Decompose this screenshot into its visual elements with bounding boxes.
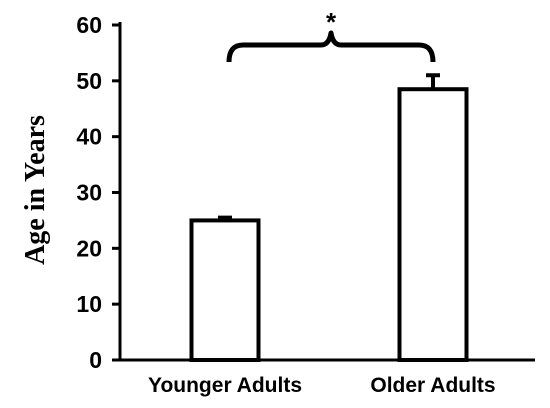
error-bars — [218, 73, 440, 221]
significance-star: * — [326, 7, 337, 37]
y-tick-label: 20 — [76, 235, 102, 261]
significance-bracket — [226, 30, 436, 63]
y-tick-label: 0 — [89, 347, 102, 373]
y-tick-label: 50 — [76, 68, 102, 94]
y-tick-label: 40 — [76, 124, 102, 150]
y-tick-label: 60 — [76, 12, 102, 38]
y-axis-ticks: 0 10 20 30 40 50 60 — [76, 12, 120, 373]
bar — [189, 218, 261, 362]
y-tick-label: 30 — [76, 180, 102, 206]
significance-annotation: * — [226, 7, 436, 63]
x-category-label: Older Adults — [370, 374, 495, 397]
y-tick-label: 10 — [76, 291, 102, 317]
x-axis-labels: Younger Adults Older Adults — [148, 374, 496, 397]
x-category-label: Younger Adults — [148, 374, 302, 397]
y-axis-title-group: Age in Years — [20, 115, 51, 265]
bar — [397, 87, 469, 362]
y-axis-title: Age in Years — [20, 115, 51, 265]
bars — [189, 87, 469, 362]
